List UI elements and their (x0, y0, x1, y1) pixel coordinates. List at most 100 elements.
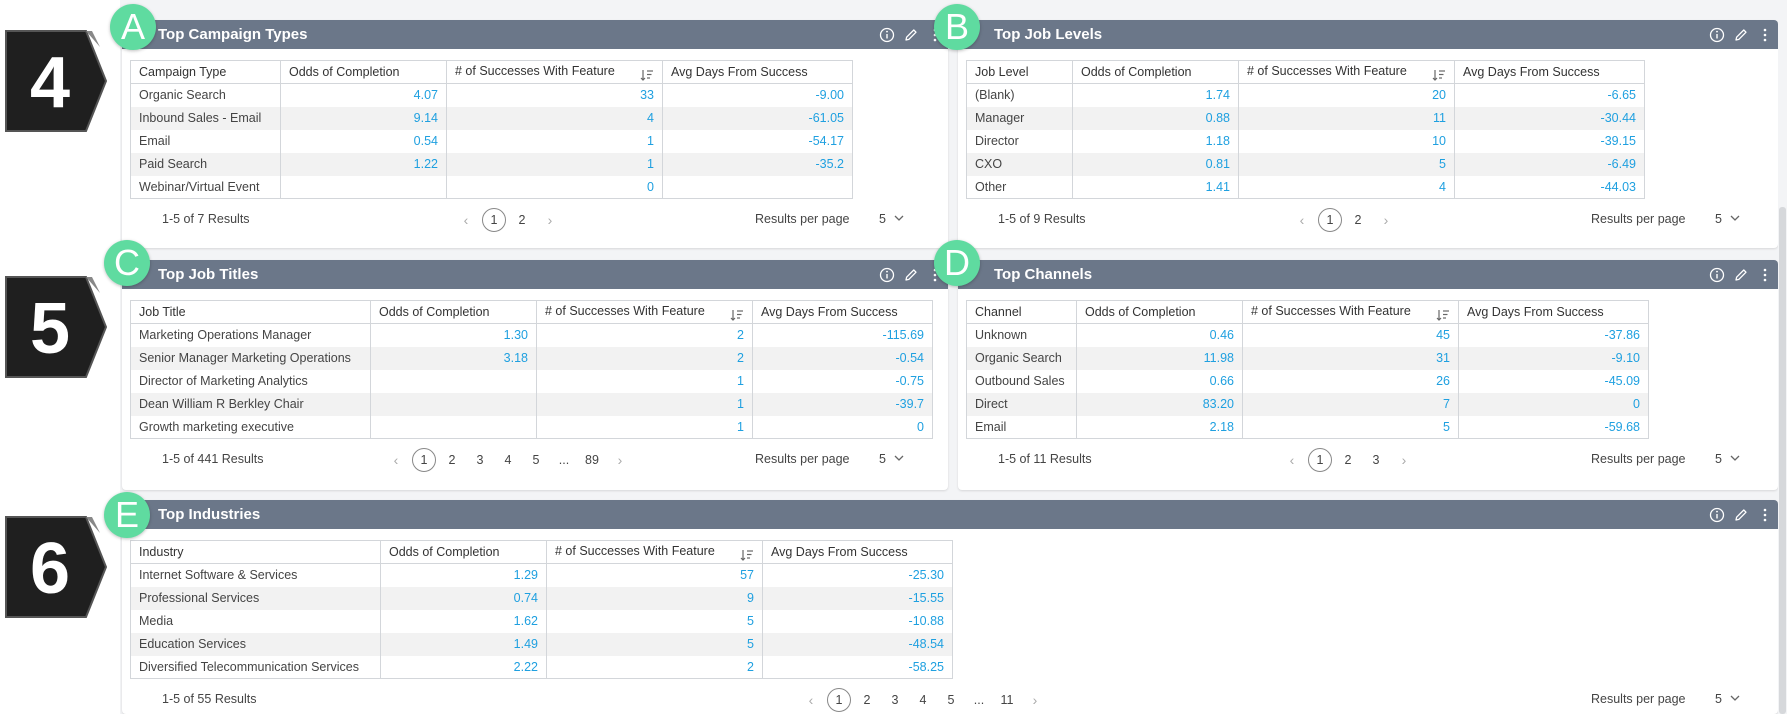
value-cell[interactable]: 57 (546, 563, 763, 587)
value-cell[interactable]: 1.41 (1072, 175, 1239, 199)
column-header[interactable]: Campaign Type (130, 60, 281, 84)
value-cell[interactable]: 1.62 (380, 609, 547, 633)
results-per-page-select[interactable]: 5 (879, 212, 906, 226)
value-cell[interactable]: 0.66 (1076, 369, 1243, 393)
table-row[interactable]: Dean William R Berkley Chair 1 -39.7 (130, 392, 933, 416)
value-cell[interactable]: -58.25 (762, 655, 953, 679)
table-row[interactable]: Webinar/Virtual Event 0 (130, 175, 853, 199)
page-button[interactable]: 2 (1354, 213, 1362, 227)
table-row[interactable]: Director 1.18 10 -39.15 (966, 129, 1645, 153)
value-cell[interactable]: 11 (1238, 106, 1455, 130)
value-cell[interactable]: 0.81 (1072, 152, 1239, 176)
current-page-button[interactable]: 1 (1308, 448, 1332, 472)
value-cell[interactable]: -25.30 (762, 563, 953, 587)
value-cell[interactable]: 1 (536, 415, 753, 439)
table-row[interactable]: Senior Manager Marketing Operations 3.18 2… (130, 346, 933, 370)
value-cell[interactable]: -9.00 (662, 83, 853, 107)
value-cell[interactable]: 0.74 (380, 586, 547, 610)
value-cell[interactable]: -59.68 (1458, 415, 1649, 439)
column-header[interactable]: Job Level (966, 60, 1073, 84)
value-cell[interactable]: -35.2 (662, 152, 853, 176)
table-row[interactable]: Growth marketing executive 1 0 (130, 415, 933, 439)
page-button[interactable]: 4 (504, 453, 512, 467)
column-header[interactable]: Avg Days From Success (1458, 300, 1649, 324)
value-cell[interactable]: 4 (446, 106, 663, 130)
value-cell[interactable] (280, 175, 447, 199)
prev-page-button[interactable]: ‹ (1299, 212, 1305, 228)
value-cell[interactable]: 5 (1238, 152, 1455, 176)
table-row[interactable]: Paid Search 1.22 1 -35.2 (130, 152, 853, 176)
value-cell[interactable]: 7 (1242, 392, 1459, 416)
value-cell[interactable] (370, 415, 537, 439)
results-per-page-select[interactable]: 5 (879, 452, 906, 466)
table-row[interactable]: Director of Marketing Analytics 1 -0.75 (130, 369, 933, 393)
table-row[interactable]: Diversified Telecommunication Services 2.… (130, 655, 953, 679)
value-cell[interactable]: -9.10 (1458, 346, 1649, 370)
table-row[interactable]: Media 1.62 5 -10.88 (130, 609, 953, 633)
table-row[interactable]: Inbound Sales - Email 9.14 4 -61.05 (130, 106, 853, 130)
value-cell[interactable]: 0.54 (280, 129, 447, 153)
page-button[interactable]: 89 (585, 453, 599, 467)
table-row[interactable]: Marketing Operations Manager 1.30 2 -115.69 (130, 323, 933, 347)
column-header[interactable]: Odds of Completion (370, 300, 537, 324)
page-button[interactable]: 3 (891, 693, 899, 707)
next-page-button[interactable]: › (1401, 452, 1407, 468)
info-icon[interactable] (878, 26, 896, 44)
edit-icon[interactable] (1732, 26, 1750, 44)
edit-icon[interactable] (1732, 506, 1750, 524)
more-icon[interactable] (1756, 506, 1774, 524)
value-cell[interactable]: -15.55 (762, 586, 953, 610)
value-cell[interactable]: 1.30 (370, 323, 537, 347)
table-row[interactable]: Internet Software & Services 1.29 57 -25.30 (130, 563, 953, 587)
value-cell[interactable]: -44.03 (1454, 175, 1645, 199)
column-header[interactable]: Channel (966, 300, 1077, 324)
next-page-button[interactable]: › (1383, 212, 1389, 228)
scrollbar-thumb[interactable] (1779, 207, 1786, 714)
page-button[interactable]: 2 (863, 693, 871, 707)
column-header[interactable]: Avg Days From Success (1454, 60, 1645, 84)
value-cell[interactable]: 3.18 (370, 346, 537, 370)
table-row[interactable]: CXO 0.81 5 -6.49 (966, 152, 1645, 176)
value-cell[interactable]: 1 (446, 129, 663, 153)
current-page-button[interactable]: 1 (1318, 208, 1342, 232)
column-header[interactable]: Odds of Completion (1072, 60, 1239, 84)
value-cell[interactable]: -39.15 (1454, 129, 1645, 153)
table-row[interactable]: Other 1.41 4 -44.03 (966, 175, 1645, 199)
value-cell[interactable]: 10 (1238, 129, 1455, 153)
info-icon[interactable] (1708, 266, 1726, 284)
value-cell[interactable]: 4 (1238, 175, 1455, 199)
value-cell[interactable]: 0 (1458, 392, 1649, 416)
value-cell[interactable]: 20 (1238, 83, 1455, 107)
page-button[interactable]: 5 (532, 453, 540, 467)
table-row[interactable]: Unknown 0.46 45 -37.86 (966, 323, 1649, 347)
value-cell[interactable]: -6.49 (1454, 152, 1645, 176)
table-row[interactable]: Organic Search 11.98 31 -9.10 (966, 346, 1649, 370)
value-cell[interactable] (662, 175, 853, 199)
value-cell[interactable]: 1.22 (280, 152, 447, 176)
more-icon[interactable] (1756, 266, 1774, 284)
value-cell[interactable] (370, 392, 537, 416)
value-cell[interactable]: 2 (536, 346, 753, 370)
value-cell[interactable]: 33 (446, 83, 663, 107)
column-header[interactable]: # of Successes With Feature (1238, 60, 1455, 84)
value-cell[interactable]: 0.46 (1076, 323, 1243, 347)
column-header[interactable]: Industry (130, 540, 381, 564)
results-per-page-select[interactable]: 5 (1715, 452, 1742, 466)
more-icon[interactable] (1756, 26, 1774, 44)
prev-page-button[interactable]: ‹ (463, 212, 469, 228)
prev-page-button[interactable]: ‹ (1289, 452, 1295, 468)
table-row[interactable]: Outbound Sales 0.66 26 -45.09 (966, 369, 1649, 393)
value-cell[interactable]: 26 (1242, 369, 1459, 393)
value-cell[interactable]: 2.18 (1076, 415, 1243, 439)
column-header[interactable]: Avg Days From Success (662, 60, 853, 84)
info-icon[interactable] (1708, 506, 1726, 524)
next-page-button[interactable]: › (1032, 692, 1038, 708)
value-cell[interactable]: -54.17 (662, 129, 853, 153)
info-icon[interactable] (1708, 26, 1726, 44)
value-cell[interactable]: 2 (536, 323, 753, 347)
column-header[interactable]: Avg Days From Success (752, 300, 933, 324)
value-cell[interactable]: 45 (1242, 323, 1459, 347)
table-row[interactable]: (Blank) 1.74 20 -6.65 (966, 83, 1645, 107)
value-cell[interactable]: 31 (1242, 346, 1459, 370)
value-cell[interactable]: -0.75 (752, 369, 933, 393)
